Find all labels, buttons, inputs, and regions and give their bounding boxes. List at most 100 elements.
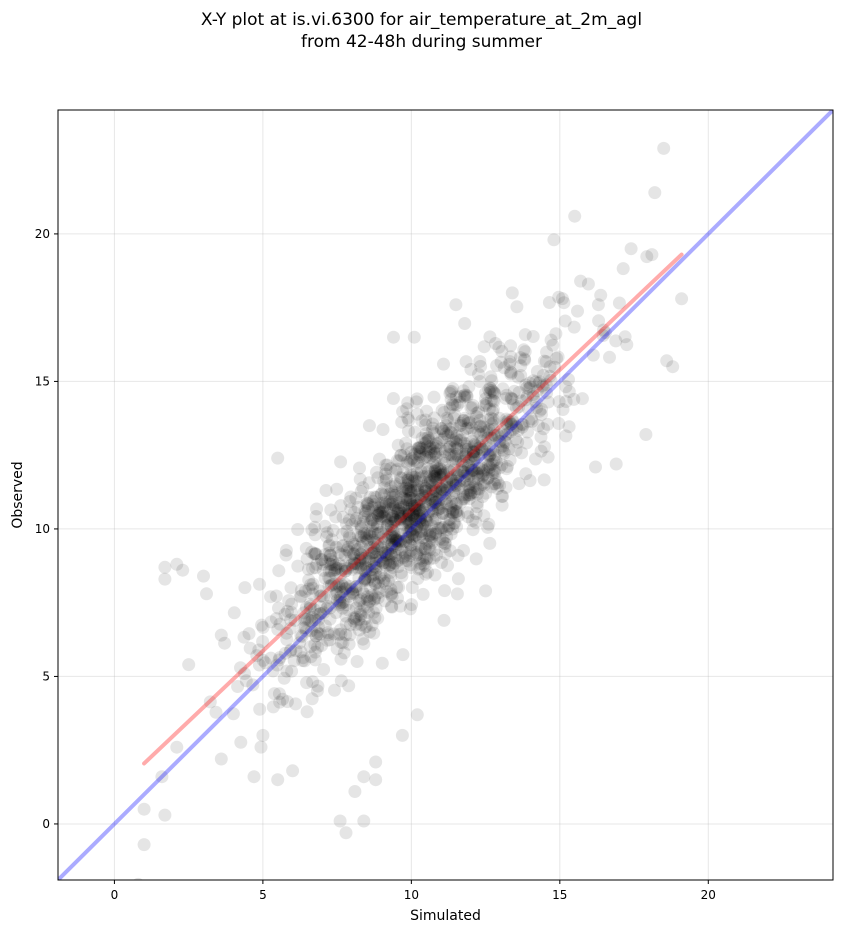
scatter-point	[361, 502, 375, 516]
scatter-point	[562, 373, 575, 386]
scatter-point	[347, 552, 361, 566]
scatter-point	[338, 564, 352, 578]
scatter-point	[330, 482, 344, 496]
scatter-point	[376, 556, 390, 570]
scatter-point	[397, 499, 411, 513]
scatter-point	[367, 626, 381, 640]
scatter-point	[405, 510, 419, 524]
scatter-point	[472, 461, 486, 475]
scatter-point	[391, 535, 405, 549]
scatter-point	[396, 465, 410, 479]
scatter-point	[447, 486, 461, 500]
scatter-point	[340, 543, 354, 557]
scatter-point	[384, 502, 398, 516]
scatter-point	[404, 445, 418, 459]
scatter-point	[446, 453, 459, 467]
scatter-point	[237, 630, 251, 644]
scatter-point	[477, 509, 491, 523]
scatter-point	[390, 554, 404, 568]
scatter-point	[440, 411, 454, 425]
scatter-point	[415, 527, 429, 541]
scatter-point	[455, 492, 469, 506]
scatter-point	[431, 462, 445, 476]
scatter-point	[401, 476, 415, 490]
scatter-point	[409, 504, 423, 517]
scatter-point	[450, 442, 464, 456]
scatter-point	[365, 546, 379, 560]
scatter-point	[322, 539, 336, 553]
scatter-point	[357, 814, 371, 828]
scatter-point	[419, 497, 433, 510]
scatter-point	[461, 510, 475, 524]
scatter-point	[389, 532, 402, 546]
scatter-point	[294, 589, 308, 603]
scatter-point	[487, 386, 501, 400]
scatter-point	[234, 735, 248, 749]
scatter-point	[469, 479, 483, 493]
scatter-point	[328, 563, 342, 576]
scatter-point	[484, 393, 498, 407]
scatter-point	[416, 470, 430, 484]
scatter-point	[394, 543, 408, 557]
scatter-point	[300, 612, 314, 626]
scatter-point	[420, 404, 434, 418]
scatter-point	[349, 610, 363, 624]
scatter-point	[552, 395, 566, 409]
scatter-point	[444, 425, 458, 439]
scatter-point	[442, 520, 455, 534]
scatter-point	[323, 572, 337, 585]
scatter-point	[507, 384, 521, 398]
scatter-point	[461, 506, 474, 520]
scatter-point	[408, 470, 422, 484]
scatter-point	[510, 300, 524, 314]
scatter-point	[441, 465, 454, 479]
scatter-point	[226, 707, 240, 721]
scatter-point	[371, 471, 385, 485]
scatter-point	[345, 582, 359, 596]
scatter-point	[462, 480, 476, 494]
scatter-point	[481, 453, 495, 467]
scatter-point	[336, 539, 350, 552]
scatter-point	[397, 448, 411, 462]
scatter-point	[386, 510, 400, 523]
scatter-point	[353, 554, 367, 568]
scatter-point	[359, 531, 373, 545]
scatter-point	[462, 492, 476, 506]
scatter-point	[435, 521, 449, 535]
scatter-point	[559, 380, 573, 394]
scatter-point	[427, 447, 441, 461]
scatter-point	[445, 495, 459, 509]
scatter-point	[350, 580, 364, 593]
scatter-point	[427, 390, 441, 404]
scatter-point	[500, 417, 513, 431]
scatter-point	[341, 540, 355, 554]
scatter-point	[487, 428, 501, 442]
scatter-point	[530, 365, 544, 378]
scatter-point	[400, 484, 414, 498]
scatter-point	[318, 619, 332, 633]
scatter-point	[456, 458, 469, 471]
scatter-point	[442, 463, 455, 477]
scatter-point	[494, 355, 508, 369]
scatter-point	[392, 553, 406, 567]
scatter-point	[304, 578, 318, 592]
scatter-point	[500, 388, 514, 402]
scatter-point	[366, 568, 380, 582]
scatter-point	[432, 521, 446, 535]
scatter-point	[444, 385, 458, 399]
scatter-point	[366, 513, 379, 527]
scatter-point	[308, 546, 322, 560]
scatter-point	[286, 764, 300, 778]
scatter-point	[434, 465, 448, 479]
scatter-point	[525, 414, 539, 428]
scatter-point	[394, 513, 408, 527]
scatter-point	[334, 548, 348, 562]
scatter-point	[414, 462, 428, 475]
scatter-point	[466, 523, 480, 537]
scatter-point	[450, 504, 464, 518]
scatter-point	[430, 484, 444, 498]
scatter-point	[430, 468, 444, 481]
scatter-point	[342, 589, 356, 603]
scatter-point	[299, 624, 313, 638]
scatter-point	[379, 473, 393, 487]
